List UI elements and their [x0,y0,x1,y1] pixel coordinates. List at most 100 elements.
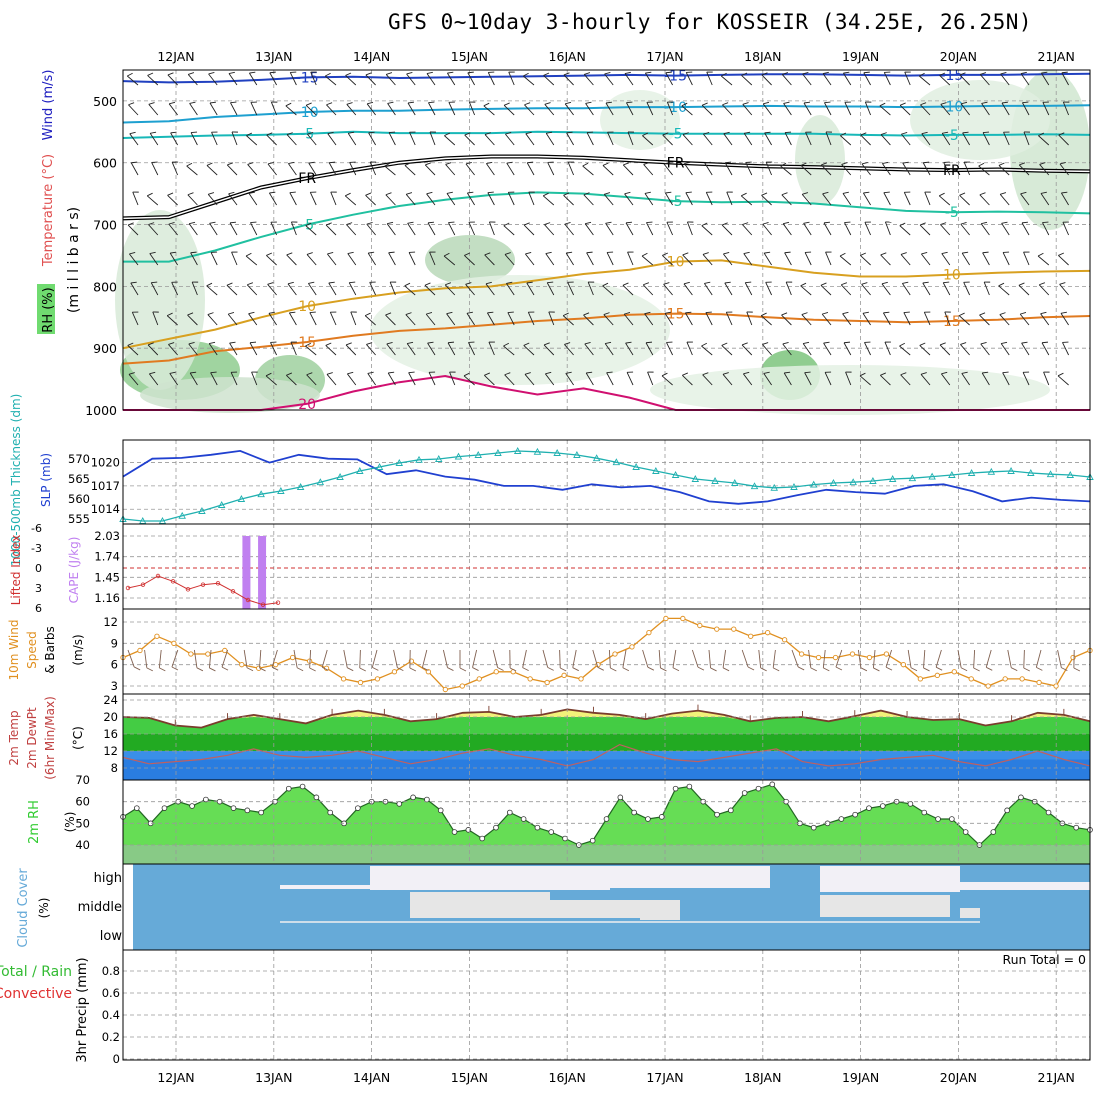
rh-tick: 40 [75,838,90,852]
wind-barb-flag [246,132,253,137]
wind-barb [683,283,693,296]
wind-barb [1000,73,1010,86]
wind-axis-label: Wind (m/s) [41,70,56,141]
wind-barb [169,373,178,386]
date-label-top: 19JAN [842,49,879,64]
wind-barb [1021,342,1030,356]
wind-barb [724,282,733,296]
wind-barb [979,194,990,206]
wind-barb [266,255,277,266]
wind-barb-flag [247,282,254,286]
wind-barb [725,312,733,326]
wind10-barb-flag [960,667,968,672]
rh-point [534,824,541,831]
wind-barb-flag [305,102,312,106]
contour-label: 10 [943,268,961,284]
wind-barb [625,222,634,236]
wind-barb-flag [664,311,671,314]
wind-barb-flag [443,252,450,257]
cape-tick: 2.03 [94,529,120,543]
wind10-barb-flag [409,667,417,672]
wind-barb-flag [565,101,572,105]
wind-barb [408,252,416,266]
wind-barb-flag [1059,161,1066,165]
precip-tick: 0.8 [102,964,120,978]
wind-barb [565,373,574,386]
wind-barb [463,375,475,386]
wind-barb-flag [741,72,748,76]
wind-barb [746,311,753,326]
wind-barb [146,195,159,206]
rh2m-unit-label: (%) [63,812,77,833]
wind10-point [765,630,771,636]
wind-barb [546,282,555,296]
wind-barb-flag [780,162,787,167]
wind-barb [504,374,515,386]
wind-barb [720,75,733,86]
wind-barb [943,162,951,176]
wind10-point [951,669,957,675]
wind-barb [289,72,297,86]
temperature-contour [122,130,1091,139]
temperature-contour [123,191,1091,263]
wind-barb-flag [943,281,950,284]
wind-barb-flag [248,191,255,194]
wind-barb-flag [424,282,431,286]
wind-barb-flag [823,341,830,344]
wind-barb [765,282,773,296]
wind-barb [939,75,951,86]
wind-barb [606,372,614,386]
wind10-barb-flag [472,667,479,671]
wind-barb [863,192,871,206]
wind-barb [428,372,436,386]
wind-barb [448,102,456,116]
wind-barb-flag [682,132,689,136]
wind-barb-flag [366,342,373,345]
wind-barb-flag [328,281,335,284]
wind-barb [231,251,238,266]
wind-barb-flag [919,222,926,226]
panel-frame [122,949,1091,1061]
wind-barb [825,251,832,266]
wind-barb [1022,372,1030,386]
precip-tick: 0.6 [102,986,120,1000]
wind-barb-flag [742,222,749,226]
wind10-barb-flag [1011,667,1018,672]
wind-barb [566,132,574,146]
wind-barb [564,223,574,236]
contour-label: 15 [667,307,685,323]
wind-barb [942,282,951,296]
slp-line [122,449,1091,505]
rh-low-band [123,845,1090,864]
wind-barb [1038,135,1050,146]
wind10-barb-flag [647,666,655,671]
wind-barb [485,283,495,296]
wind-barb-flag [842,191,849,194]
wind-barb [148,103,159,116]
wind-barb [328,162,337,176]
wind-barb-flag [920,102,927,106]
wind-barb [270,101,278,116]
wind10-barb [171,649,179,668]
wind-barb-flag [547,281,554,284]
wind-barb-flag [129,251,136,255]
cape-bar [242,536,251,609]
wind-barb [845,371,852,386]
wind-barb-flag [306,252,313,255]
wind10-barb [791,649,799,668]
wind-barb-flag [923,161,930,164]
wind10-barb-flag [973,667,980,672]
wind-barb [823,222,832,236]
temp-tick: 8 [111,761,118,775]
wind-barb-flag [602,162,609,166]
wind-barb-flag [822,191,829,195]
wind10-point [731,626,737,632]
wind-barb [744,282,753,296]
wind10-barb [572,649,577,668]
wind-barb [307,283,317,296]
wind-barb [1001,102,1010,116]
wind-barb [941,133,951,146]
wind10-point [663,615,669,622]
contour-label: -10 [940,99,963,115]
